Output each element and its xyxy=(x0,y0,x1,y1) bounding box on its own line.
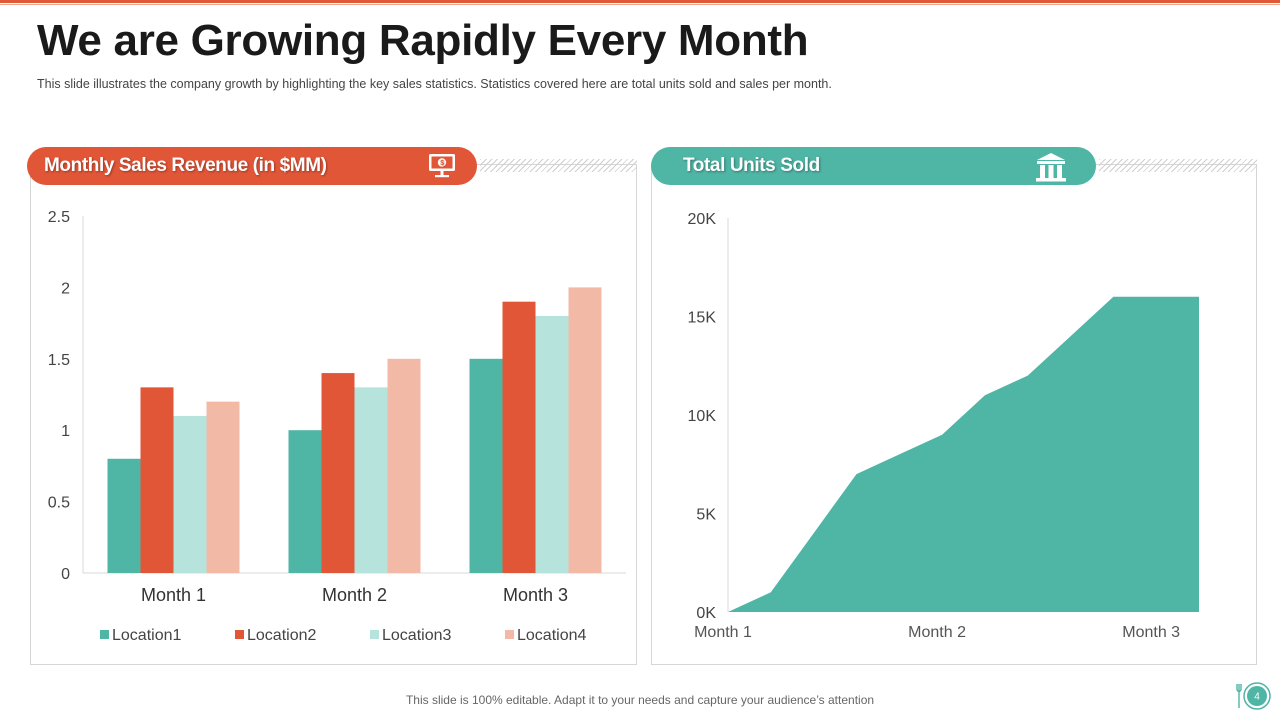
bar xyxy=(568,287,602,573)
legend-label: Location2 xyxy=(247,627,316,644)
y-tick-label: 20K xyxy=(688,211,717,228)
bar xyxy=(502,301,536,573)
bar xyxy=(321,373,355,573)
monitor-dollar-icon: $ xyxy=(427,151,457,187)
x-category-label: Month 1 xyxy=(141,585,206,605)
sales-revenue-header: Monthly Sales Revenue (in $MM) $ xyxy=(27,147,477,185)
legend-label: Location3 xyxy=(382,627,451,644)
bar xyxy=(288,430,322,573)
y-tick-label: 2.5 xyxy=(48,209,70,226)
bar xyxy=(387,358,421,573)
y-tick-label: 0 xyxy=(61,566,70,583)
units-sold-label: Total Units Sold xyxy=(683,155,820,176)
y-tick-label: 1.5 xyxy=(48,352,70,369)
page-number-badge: 4 xyxy=(1236,680,1276,712)
footer-note: This slide is 100% editable. Adapt it to… xyxy=(405,693,875,707)
units-area-series xyxy=(728,296,1199,612)
page-title: We are Growing Rapidly Every Month xyxy=(37,16,809,65)
x-category-label: Month 3 xyxy=(503,585,568,605)
legend-swatch xyxy=(505,630,514,639)
y-tick-label: 15K xyxy=(688,310,717,327)
top-accent-line xyxy=(0,4,1280,5)
decorative-hatch xyxy=(1099,159,1257,172)
legend-swatch xyxy=(100,630,109,639)
y-tick-label: 5K xyxy=(696,507,716,524)
svg-text:$: $ xyxy=(440,160,444,167)
legend-label: Location1 xyxy=(112,627,181,644)
y-tick-label: 0K xyxy=(696,605,716,622)
bank-building-icon xyxy=(1034,151,1068,189)
x-tick-label: Month 2 xyxy=(908,624,966,641)
x-category-label: Month 2 xyxy=(322,585,387,605)
bar xyxy=(206,401,240,573)
y-tick-label: 10K xyxy=(688,408,717,425)
top-accent-bar xyxy=(0,0,1280,3)
sales-revenue-bar-chart: 0 0.5 1 1.5 2 2.5 Month 1 Month 2 Month 3 Locatio… xyxy=(48,209,626,644)
y-tick-label: 0.5 xyxy=(48,495,70,512)
bar xyxy=(107,458,141,573)
sales-revenue-label: Monthly Sales Revenue (in $MM) xyxy=(44,155,327,176)
y-tick-label: 1 xyxy=(61,423,70,440)
units-sold-area-chart: 0K 5K 10K 15K 20K Month 1 Month 2 Month 3 xyxy=(688,211,1199,641)
legend-swatch xyxy=(235,630,244,639)
bar xyxy=(140,387,174,573)
bar xyxy=(354,387,388,573)
bar xyxy=(535,315,569,573)
legend-label: Location4 xyxy=(517,627,586,644)
x-tick-label: Month 1 xyxy=(694,624,752,641)
page-number: 4 xyxy=(1254,692,1260,703)
bar xyxy=(173,415,207,573)
decorative-hatch xyxy=(480,159,637,172)
fork-knife-icon xyxy=(1236,684,1242,708)
page-subtitle: This slide illustrates the company growt… xyxy=(37,77,832,91)
y-tick-label: 2 xyxy=(61,280,70,297)
x-tick-label: Month 3 xyxy=(1122,624,1180,641)
bar xyxy=(469,358,503,573)
legend-swatch xyxy=(370,630,379,639)
units-sold-header: Total Units Sold xyxy=(651,147,1096,185)
